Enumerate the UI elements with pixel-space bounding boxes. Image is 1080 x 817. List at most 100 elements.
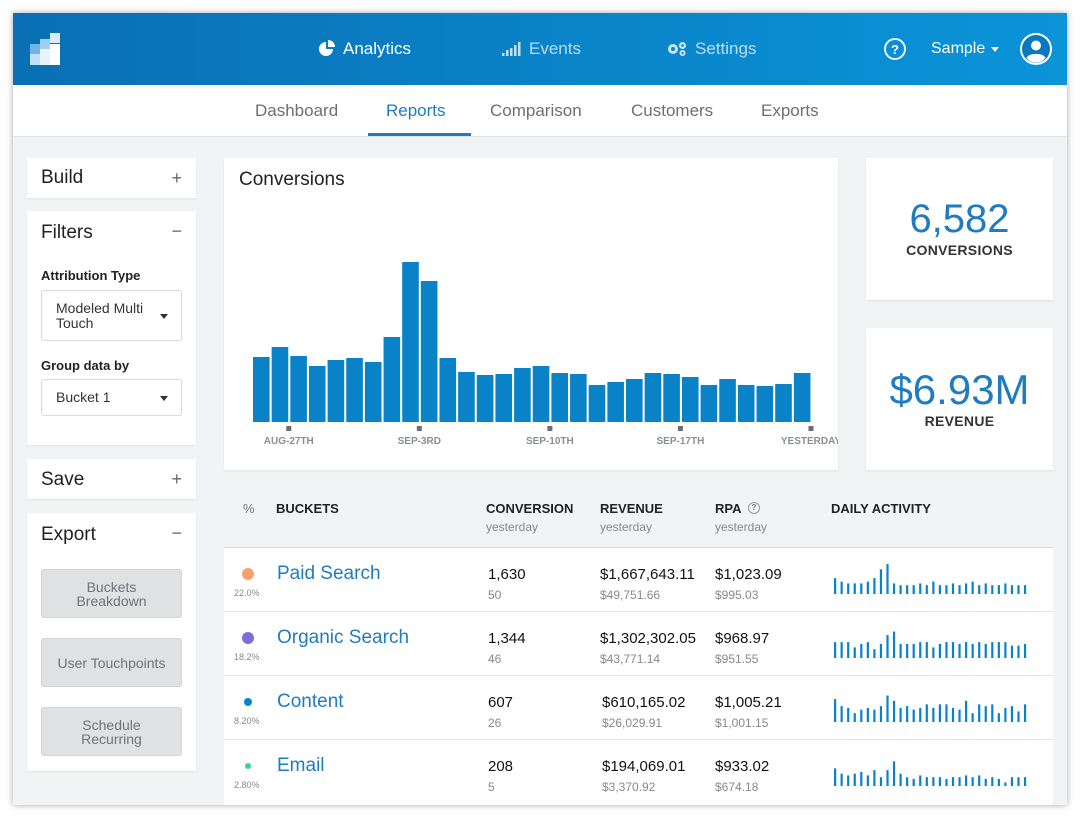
chart-bar[interactable] — [290, 356, 307, 422]
pct-header: % — [243, 501, 255, 516]
panel-title: Filters — [41, 222, 93, 243]
minus-icon[interactable]: − — [171, 221, 182, 241]
chart-bar[interactable] — [532, 366, 550, 422]
tab-reports[interactable]: Reports — [386, 101, 446, 120]
chart-bar[interactable] — [458, 372, 475, 422]
chart-bar[interactable] — [327, 360, 345, 422]
chart-bar[interactable] — [402, 262, 419, 422]
rpa-subheader: yesterday — [715, 520, 768, 534]
schedule-recurring-button[interactable]: Schedule Recurring — [41, 707, 182, 756]
revenue-subheader: yesterday — [600, 520, 653, 534]
chart-bar[interactable] — [737, 385, 755, 422]
chart-bar[interactable] — [514, 368, 531, 422]
save-panel[interactable]: Save + — [27, 459, 196, 499]
chart-bar[interactable] — [439, 358, 457, 422]
table-row[interactable]: 22.0% Paid Search 1,630 50 $1,667,643.11… — [224, 548, 1053, 612]
group-data-select[interactable]: Bucket 1 — [41, 379, 182, 416]
conversion-value: 208 — [488, 758, 514, 775]
chart-bar[interactable] — [793, 373, 811, 422]
bucket-link[interactable]: Email — [277, 755, 325, 776]
sparkline-bar — [906, 777, 909, 786]
daily-activity-sparkline — [834, 564, 1027, 594]
chart-bar[interactable] — [271, 347, 289, 422]
bucket-color-dot — [242, 568, 254, 580]
conversions-chart: AUG-27TH SEP-3RD SEP-10TH SEP-17TH YESTERDAY — [253, 262, 838, 447]
sparkline-bar — [978, 585, 981, 594]
chart-bar[interactable] — [681, 377, 699, 422]
tab-exports[interactable]: Exports — [761, 101, 819, 120]
chart-bar[interactable] — [775, 384, 792, 422]
chart-bar[interactable] — [588, 385, 606, 422]
nav-settings[interactable]: Settings — [666, 13, 756, 85]
tab-customers[interactable]: Customers — [631, 101, 714, 120]
sparkline-bar — [1023, 777, 1027, 786]
build-panel[interactable]: Build + — [27, 158, 196, 198]
chart-bar[interactable] — [719, 379, 736, 422]
chart-bar[interactable] — [346, 358, 363, 422]
bucket-percent: 8.20% — [234, 716, 260, 726]
conversion-value: 1,344 — [488, 630, 526, 647]
chart-bar[interactable] — [476, 375, 494, 422]
sparkline-bar — [945, 585, 948, 594]
sparkline-bar — [945, 778, 948, 786]
user-touchpoints-button[interactable]: User Touchpoints — [41, 638, 182, 687]
sparkline-bar — [919, 642, 922, 658]
sparkline-bar — [1004, 583, 1007, 594]
chart-bar[interactable] — [420, 281, 438, 422]
buckets-breakdown-button[interactable]: Buckets Breakdown — [41, 569, 182, 618]
chart-bar[interactable] — [756, 386, 774, 422]
user-menu[interactable]: Sample — [931, 13, 1000, 85]
plus-icon[interactable]: + — [171, 168, 182, 188]
table-row[interactable]: 18.2% Organic Search 1,344 46 $1,302,302… — [224, 612, 1053, 676]
sparkline-bar — [860, 643, 863, 658]
chart-bar[interactable] — [607, 382, 624, 422]
buckets-header[interactable]: BUCKETS — [276, 501, 339, 516]
avatar[interactable] — [1020, 33, 1052, 65]
sparkline-bar — [886, 770, 889, 786]
sparkline-bar — [873, 578, 876, 594]
chart-bar[interactable] — [364, 362, 382, 422]
bucket-link[interactable]: Paid Search — [277, 563, 381, 584]
tab-dashboard[interactable]: Dashboard — [255, 101, 339, 120]
sparkline-bar — [834, 578, 837, 594]
plus-icon[interactable]: + — [171, 469, 182, 489]
sparkline-bar — [866, 642, 869, 658]
attribution-type-select[interactable]: Modeled Multi Touch — [41, 290, 182, 341]
chart-bar[interactable] — [570, 374, 587, 422]
chart-bar[interactable] — [253, 357, 270, 422]
sparkline-bar — [879, 706, 883, 722]
question-circle-icon[interactable]: ? — [884, 38, 906, 60]
conversion-header[interactable]: CONVERSION — [486, 501, 574, 516]
conversion-yesterday: 50 — [488, 588, 502, 602]
sparkline-bar — [965, 583, 968, 594]
rpa-header[interactable]: RPA — [715, 501, 742, 516]
tab-comparison[interactable]: Comparison — [490, 101, 582, 120]
logo-icon[interactable] — [30, 33, 60, 65]
chart-bar[interactable] — [700, 385, 718, 422]
chart-bar[interactable] — [663, 374, 680, 422]
conversion-yesterday: 26 — [488, 716, 502, 730]
rpa-value: $933.02 — [715, 758, 770, 775]
chart-bar[interactable] — [644, 373, 662, 422]
chart-bar[interactable] — [383, 337, 401, 422]
chart-bar[interactable] — [308, 366, 326, 422]
question-circle-icon[interactable]: ? — [748, 502, 760, 514]
chart-bar[interactable] — [551, 373, 568, 422]
nav-events[interactable]: Events — [502, 13, 581, 85]
minus-icon[interactable]: − — [171, 523, 182, 543]
sparkline-bar — [853, 773, 856, 786]
chart-bar[interactable] — [626, 379, 643, 422]
sparkline-bar — [997, 642, 1000, 658]
bucket-link[interactable]: Content — [277, 691, 344, 712]
bucket-link[interactable]: Organic Search — [277, 627, 410, 648]
table-row[interactable]: 2.80% Email 208 5 $194,069.01 $3,370.92 … — [224, 740, 1053, 804]
sparkline-bar — [1023, 585, 1027, 594]
revenue-header[interactable]: REVENUE — [600, 501, 663, 516]
table-row[interactable]: 8.20% Content 607 26 $610,165.02 $26,029… — [224, 676, 1053, 740]
sparkline-bar — [919, 775, 922, 786]
sparkline-bar — [958, 709, 961, 722]
sparkline-bar — [834, 768, 837, 786]
chart-bar[interactable] — [495, 374, 513, 422]
nav-analytics[interactable]: Analytics — [318, 13, 411, 85]
sparkline-bar — [853, 713, 856, 722]
